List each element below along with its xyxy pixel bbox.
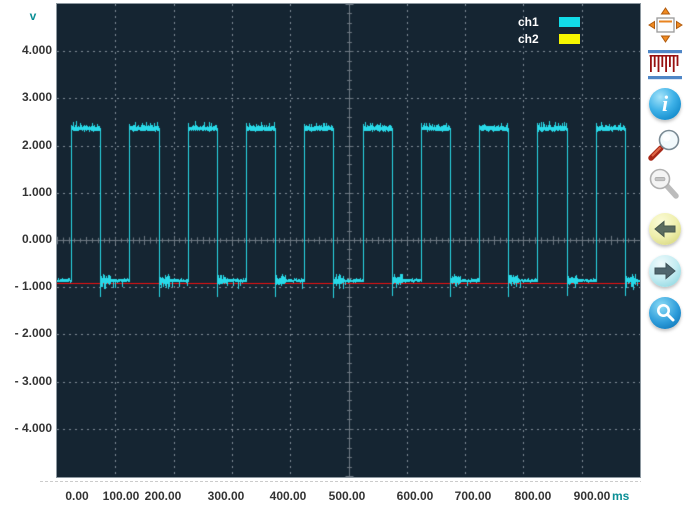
toolbar: i bbox=[641, 0, 690, 509]
x-tick-label: 800.00 bbox=[514, 489, 552, 503]
y-tick-label: 4.000 bbox=[21, 43, 52, 58]
legend-swatch-ch2 bbox=[559, 33, 580, 44]
signal-samples-icon[interactable] bbox=[646, 46, 684, 84]
x-tick-label: 100.00 bbox=[102, 489, 140, 503]
y-tick-label: 1.000 bbox=[21, 184, 52, 199]
y-tick-label: - 3.000 bbox=[14, 373, 52, 388]
plot-canvas[interactable] bbox=[57, 4, 640, 477]
x-tick-label: 200.00 bbox=[144, 489, 182, 503]
x-tick-label: 400.00 bbox=[269, 489, 307, 503]
axis-baseline-dashed bbox=[40, 481, 648, 482]
back-arrow-icon[interactable] bbox=[646, 211, 684, 249]
x-tick-label: 600.00 bbox=[396, 489, 434, 503]
oscilloscope-plot[interactable]: ch1 ch2 bbox=[56, 3, 641, 478]
legend-item-ch1: ch1 bbox=[518, 13, 580, 30]
zoom-out-icon[interactable] bbox=[646, 166, 684, 204]
search-zoom-icon[interactable] bbox=[646, 295, 684, 333]
y-tick-label: - 1.000 bbox=[14, 279, 52, 294]
y-tick-label: 3.000 bbox=[21, 90, 52, 105]
legend: ch1 ch2 bbox=[518, 13, 580, 47]
y-tick-label: - 4.000 bbox=[14, 420, 52, 435]
x-tick-label: 300.00 bbox=[207, 489, 245, 503]
forward-arrow-icon[interactable] bbox=[646, 253, 684, 291]
legend-label-ch1: ch1 bbox=[518, 14, 539, 29]
y-axis-unit: v bbox=[29, 9, 37, 23]
info-icon[interactable]: i bbox=[646, 86, 684, 124]
zoom-in-icon[interactable] bbox=[646, 127, 684, 165]
x-axis-tick-labels: 0.00 100.00 200.00 300.00 400.00 500.00 600.00… bbox=[0, 489, 690, 505]
y-tick-label: 2.000 bbox=[21, 137, 52, 152]
x-tick-label: 900.00 bbox=[573, 489, 611, 503]
x-tick-label: 0.00 bbox=[65, 489, 89, 503]
x-tick-label: 500.00 bbox=[328, 489, 366, 503]
x-axis-unit: ms bbox=[612, 489, 630, 503]
x-tick-label: 700.00 bbox=[454, 489, 492, 503]
legend-item-ch2: ch2 bbox=[518, 30, 580, 47]
y-tick-label: 0.000 bbox=[21, 232, 52, 246]
legend-swatch-ch1 bbox=[559, 16, 580, 27]
y-tick-label: - 2.000 bbox=[14, 326, 52, 341]
pan-window-icon[interactable] bbox=[646, 6, 684, 44]
legend-label-ch2: ch2 bbox=[518, 31, 539, 46]
